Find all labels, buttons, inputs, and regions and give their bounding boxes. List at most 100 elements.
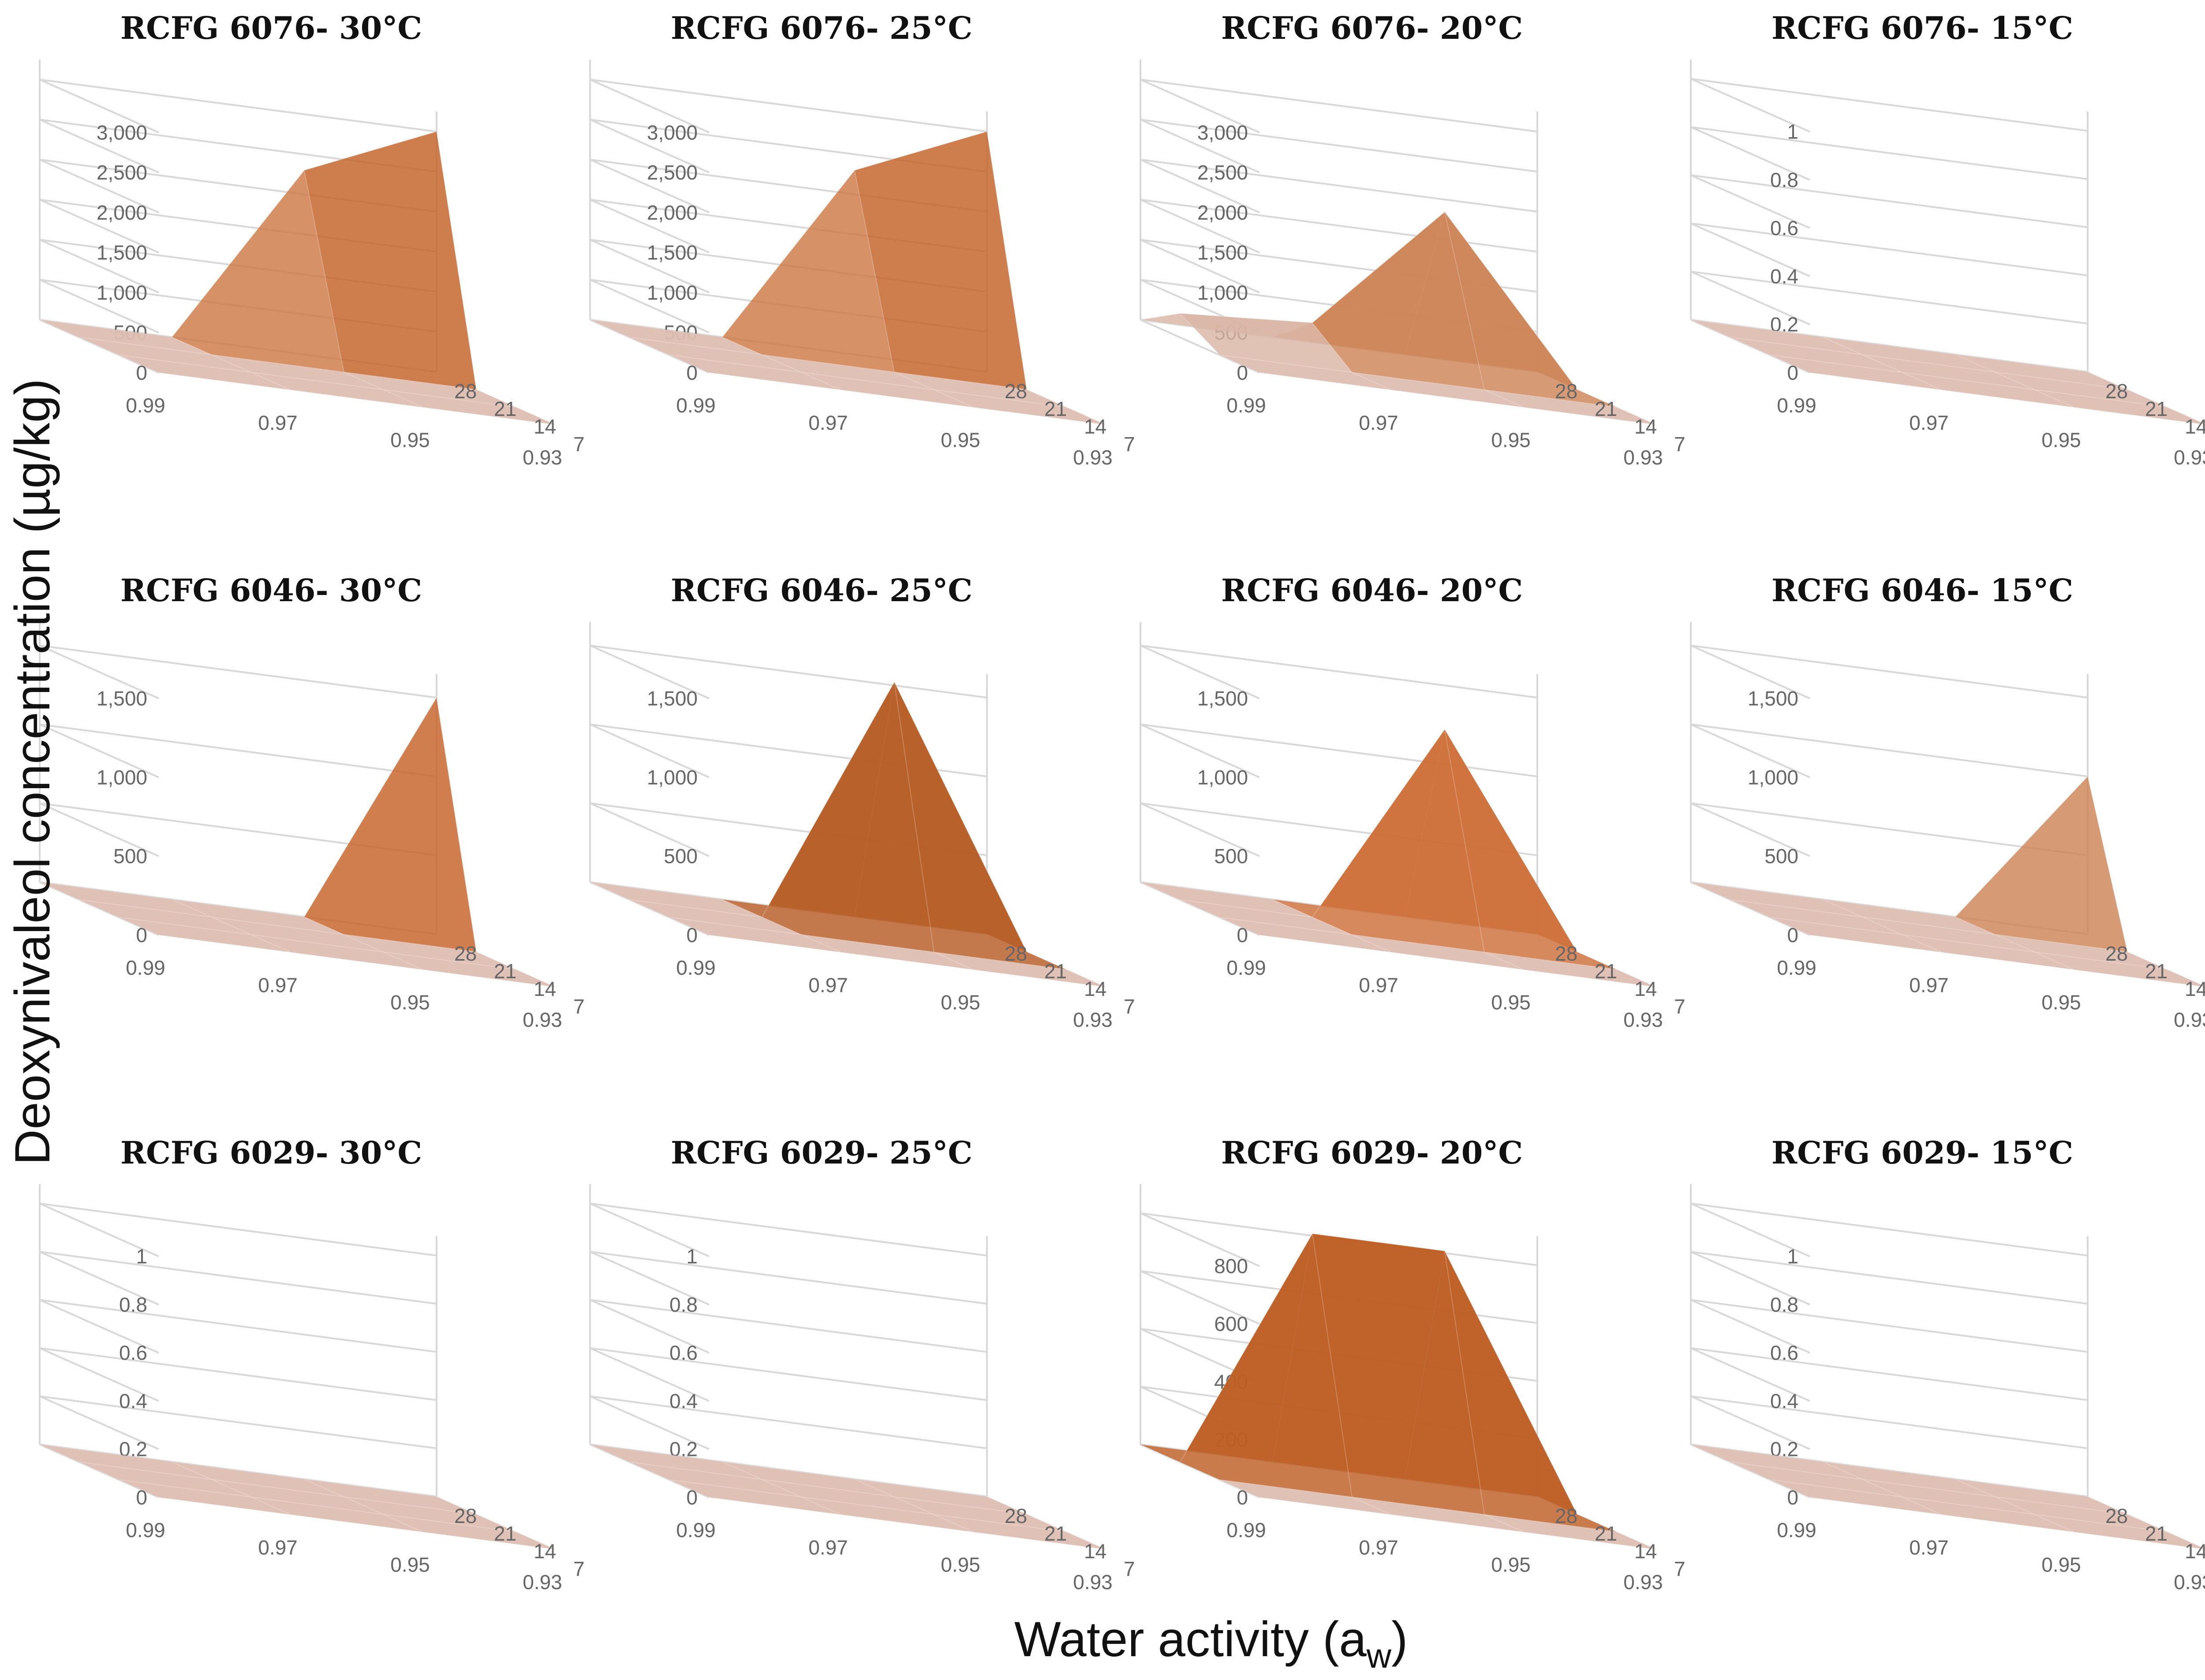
y-tick-label: 500 [664, 845, 698, 868]
z-tick-label: 21 [1595, 1522, 1617, 1545]
z-tick-label: 7 [1124, 433, 1135, 456]
y-tick-label: 500 [1214, 845, 1248, 868]
y-tick-label: 1,000 [97, 281, 147, 304]
z-tick-label: 28 [454, 380, 477, 403]
y-tick-label: 800 [1214, 1255, 1248, 1278]
x-tick-label: 0.95 [1491, 991, 1531, 1014]
z-tick-label: 14 [1634, 1540, 1657, 1563]
x-tick-label: 0.99 [1226, 956, 1266, 979]
z-tick-label: 7 [573, 433, 585, 456]
panel-title: RCFG 6046- 15°C [1771, 572, 2073, 609]
x-tick-label: 0.93 [1623, 1008, 1663, 1031]
z-tick-label: 28 [454, 1504, 477, 1527]
gridline [1690, 270, 2088, 326]
z-tick-label: 7 [573, 995, 585, 1018]
z-tick-label: 7 [573, 1557, 585, 1580]
panel-title: RCFG 6076- 30°C [120, 10, 422, 46]
y-tick-label: 1 [1787, 120, 1798, 143]
x-tick-label: 0.97 [258, 411, 298, 434]
y-tick-label: 0.6 [119, 1341, 147, 1364]
z-tick-label: 21 [2145, 397, 2168, 420]
y-tick-label: 500 [113, 845, 147, 868]
y-tick-label: 0.8 [119, 1293, 147, 1316]
panel-7: RCFG 6046- 20°C05001,0001,5000.990.970.9… [1140, 572, 1686, 1031]
x-tick-label: 0.99 [126, 1519, 165, 1542]
panel-title: RCFG 6029- 30°C [120, 1134, 422, 1171]
surface-facet [934, 951, 1106, 988]
y-tick-label: 3,000 [97, 121, 147, 144]
x-tick-label: 0.99 [676, 1519, 716, 1542]
y-tick-label: 0.4 [1770, 1390, 1798, 1413]
gridline [39, 1347, 437, 1402]
x-tick-label: 0.99 [1226, 1519, 1266, 1542]
x-tick-label: 0.95 [2041, 991, 2081, 1014]
panel-11: RCFG 6029- 20°C02004006008000.990.970.95… [1140, 1134, 1686, 1594]
z-tick-label: 7 [1674, 995, 1686, 1018]
x-tick-label: 0.95 [390, 1553, 430, 1576]
y-tick-label: 1,000 [97, 766, 147, 789]
gridline [39, 1299, 437, 1354]
y-tick-label: 0.6 [1770, 217, 1798, 239]
y-tick-label: 600 [1214, 1313, 1248, 1336]
gridline [1690, 1395, 2088, 1450]
y-tick-label: 2,000 [97, 201, 147, 224]
gridline [1690, 126, 2088, 181]
z-tick-label: 21 [1044, 1522, 1067, 1545]
y-tick-label: 1,500 [647, 687, 698, 710]
panel-9: RCFG 6029- 30°C00.20.40.60.810.990.970.9… [39, 1134, 585, 1594]
x-tick-label: 0.95 [390, 429, 430, 452]
y-tick-label: 0.6 [1770, 1341, 1798, 1364]
panel-title: RCFG 6046- 30°C [120, 572, 422, 609]
x-tick-label: 0.99 [676, 956, 716, 979]
z-tick-label: 14 [2185, 1540, 2205, 1563]
surface-facet [1484, 389, 1657, 425]
z-tick-label: 7 [1124, 995, 1135, 1018]
surface-facet [383, 1514, 556, 1550]
gridline [590, 1347, 987, 1402]
surface-facet [383, 389, 556, 425]
surface-facet [2034, 1514, 2205, 1550]
panel-1: RCFG 6076- 30°C05001,0001,5002,0002,5003… [39, 10, 585, 469]
surface-facet [1955, 775, 2128, 953]
panel-10: RCFG 6029- 25°C00.20.40.60.810.990.970.9… [589, 1134, 1135, 1594]
gridline [590, 1202, 987, 1257]
y-tick-label: 1 [136, 1245, 147, 1268]
x-tick-label: 0.97 [808, 973, 848, 996]
z-tick-label: 28 [1005, 380, 1027, 403]
x-tick-label: 0.95 [1491, 429, 1531, 452]
x-tick-label: 0.99 [676, 394, 716, 417]
z-tick-label: 7 [1124, 1557, 1135, 1580]
z-tick-label: 28 [2105, 942, 2128, 965]
panel-2: RCFG 6076- 25°C05001,0001,5002,0002,5003… [589, 10, 1135, 469]
z-tick-label: 21 [2145, 960, 2168, 983]
panel-title: RCFG 6029- 15°C [1771, 1134, 2073, 1171]
y-tick-label: 2,500 [97, 161, 147, 184]
gridline [1690, 222, 2088, 277]
z-tick-label: 21 [494, 397, 516, 420]
z-tick-label: 21 [1595, 960, 1617, 983]
x-tick-label: 0.97 [1909, 1536, 1949, 1559]
panel-title: RCFG 6046- 25°C [671, 572, 972, 609]
y-tick-label: 1,500 [97, 687, 147, 710]
panel-5: RCFG 6046- 30°C05001,0001,5000.990.970.9… [39, 572, 585, 1031]
y-tick-label: 1,000 [1748, 766, 1798, 789]
x-tick-label: 0.95 [941, 1553, 980, 1576]
x-tick-label: 0.97 [1909, 973, 1949, 996]
y-tick-label: 1,500 [97, 241, 147, 264]
y-tick-label: 1,000 [1197, 766, 1248, 789]
y-tick-label: 1 [686, 1245, 698, 1268]
gridline [1690, 1347, 2088, 1402]
panel-12: RCFG 6029- 15°C00.20.40.60.810.990.970.9… [1690, 1134, 2205, 1594]
y-tick-label: 0.6 [669, 1341, 698, 1364]
z-tick-label: 21 [1044, 397, 1067, 420]
gridline [1690, 1251, 2088, 1306]
y-tick-label: 2,500 [1197, 161, 1248, 184]
z-tick-label: 7 [1674, 1557, 1686, 1580]
x-tick-label: 0.93 [2174, 446, 2205, 469]
z-tick-label: 14 [534, 977, 556, 1000]
x-tick-label: 0.93 [1073, 446, 1113, 469]
y-tick-label: 0.8 [1770, 168, 1798, 191]
y-tick-label: 1 [1787, 1245, 1798, 1268]
panel-6: RCFG 6046- 25°C05001,0001,5000.990.970.9… [589, 572, 1135, 1031]
z-tick-label: 14 [1084, 415, 1106, 438]
